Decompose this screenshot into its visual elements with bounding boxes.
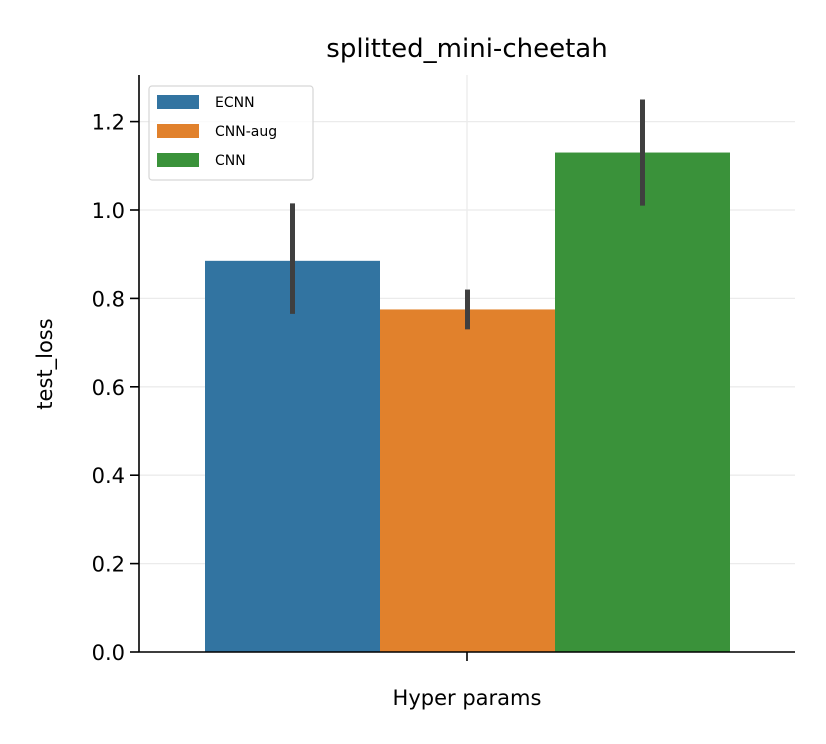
bar-ecnn: [205, 260, 380, 652]
legend: ECNN CNN-aug CNN: [148, 85, 314, 181]
y-tick-label: 0.4: [92, 464, 125, 488]
bars: [205, 152, 730, 653]
legend-swatch-ecnn: [157, 95, 199, 109]
legend-swatch-cnn: [157, 153, 199, 167]
legend-label: CNN-aug: [215, 124, 277, 140]
y-tick-label: 0.8: [92, 287, 125, 311]
legend-label: CNN: [215, 153, 246, 169]
y-tick-label: 0.2: [92, 553, 125, 577]
y-tick-label: 1.2: [92, 111, 125, 135]
legend-swatch-cnn-aug: [157, 124, 199, 138]
chart-title: splitted_mini-cheetah: [326, 34, 607, 64]
bar-cnn-aug: [380, 309, 555, 652]
y-axis-label: test_loss: [33, 318, 58, 409]
error-bars: [290, 99, 645, 330]
bar-cnn: [555, 152, 730, 653]
y-ticks: 0.0 0.2 0.4 0.6 0.8 1.0 1.2: [92, 111, 139, 665]
legend-label: ECNN: [215, 95, 255, 111]
y-tick-label: 0.0: [92, 641, 125, 665]
axes: [138, 75, 795, 661]
y-tick-label: 1.0: [92, 199, 125, 223]
x-axis-label: Hyper params: [393, 686, 542, 710]
y-tick-label: 0.6: [92, 376, 125, 400]
